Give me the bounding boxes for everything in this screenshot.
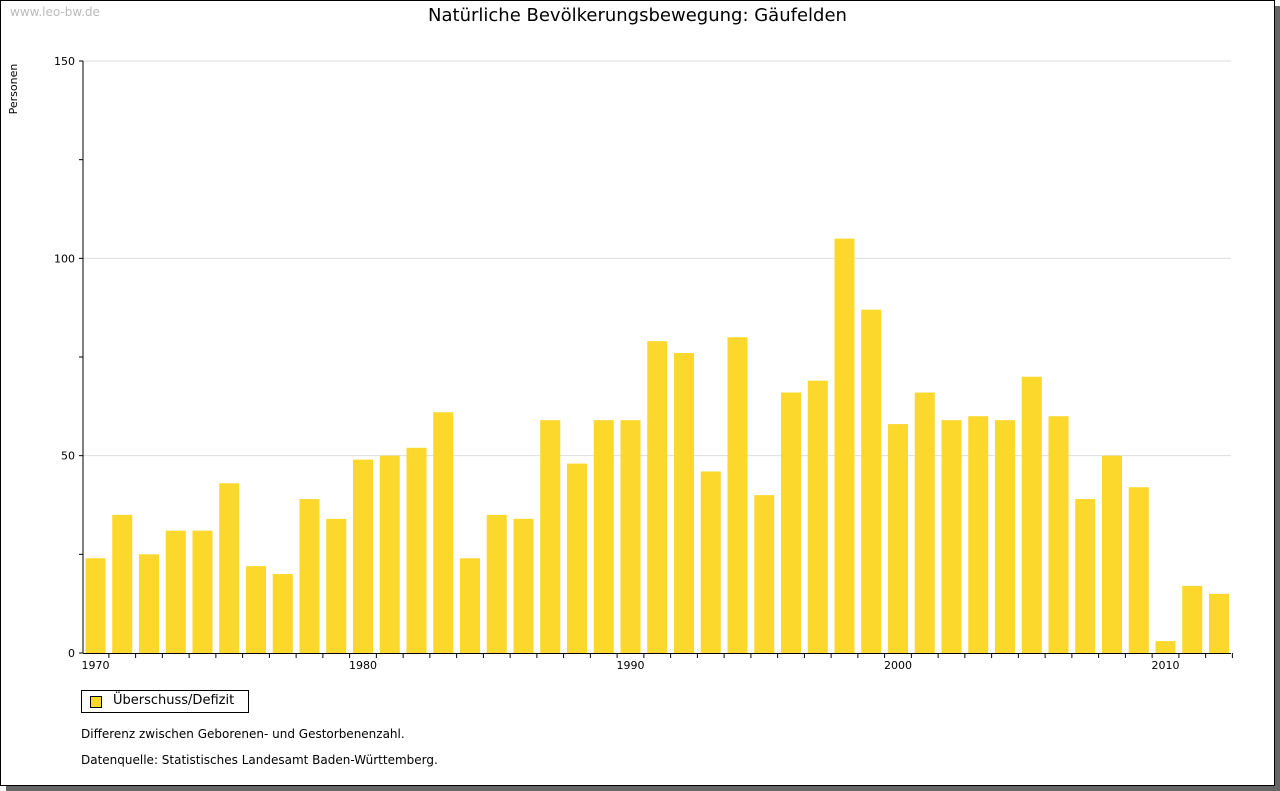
y-axis-label: Personen [7, 64, 20, 115]
watermark: www.leo-bw.de [10, 5, 100, 19]
note-description: Differenz zwischen Geborenen- und Gestor… [81, 727, 405, 741]
bar-2012 [1209, 593, 1229, 653]
bar-1982 [406, 447, 427, 653]
bar-1997 [807, 380, 828, 653]
bar-1991 [647, 341, 668, 653]
bar-2002 [941, 420, 962, 653]
y-tick-label: 0 [68, 647, 75, 660]
bar-2011 [1182, 585, 1203, 653]
bar-2007 [1075, 499, 1096, 653]
bar-1989 [593, 420, 614, 653]
bar-1995 [754, 495, 775, 653]
bar-2008 [1102, 455, 1122, 653]
bar-1978 [299, 499, 320, 653]
bar-1976 [246, 566, 266, 653]
bar-1973 [165, 530, 186, 653]
bar-1979 [326, 518, 347, 653]
bar-2001 [914, 392, 935, 653]
bar-1970 [85, 558, 106, 653]
bar-2004 [995, 420, 1015, 653]
chart-title: Natürliche Bevölkerungsbewegung: Gäufeld… [428, 5, 847, 26]
x-tick-label: 1980 [349, 659, 377, 672]
legend-label: Überschuss/Defizit [113, 693, 235, 708]
bar-1990 [620, 420, 641, 653]
x-tick-label: 2000 [884, 659, 912, 672]
bar-2000 [888, 424, 908, 653]
bar-1998 [834, 238, 855, 653]
note-source: Datenquelle: Statistisches Landesamt Bad… [81, 753, 438, 767]
bar-chart: 0 50 100 150 1970 1980 1990 2000 2010 Personen [7, 55, 1233, 672]
bar-1984 [460, 558, 480, 653]
y-tick-label: 100 [54, 252, 75, 265]
bar-2009 [1128, 487, 1149, 653]
bar-1992 [674, 353, 694, 653]
bar-1983 [433, 412, 454, 653]
bar-1986 [513, 518, 534, 653]
bar-1987 [540, 420, 561, 653]
legend[interactable]: Überschuss/Defizit [81, 690, 249, 713]
bar-1980 [353, 459, 373, 653]
y-tick-label: 50 [61, 450, 75, 463]
bar-2010 [1155, 641, 1176, 653]
bar-1977 [272, 574, 293, 653]
bar-1975 [219, 483, 240, 653]
y-tick-label: 150 [54, 55, 75, 68]
bar-1996 [781, 392, 801, 653]
bar-2006 [1048, 416, 1069, 653]
bar-1999 [861, 309, 882, 653]
bar-2005 [1021, 376, 1042, 653]
bar-1993 [700, 471, 721, 653]
legend-swatch [90, 696, 102, 708]
bar-1988 [567, 463, 587, 653]
x-tick-label: 1970 [82, 659, 110, 672]
bar-1974 [192, 530, 213, 653]
bar-1994 [727, 337, 748, 653]
bar-1972 [139, 554, 159, 653]
x-tick-label: 1990 [617, 659, 645, 672]
x-tick-label: 2010 [1152, 659, 1180, 672]
bar-1981 [379, 455, 400, 653]
bar-2003 [968, 416, 989, 653]
bar-1985 [486, 514, 507, 653]
bar-1971 [112, 514, 133, 653]
